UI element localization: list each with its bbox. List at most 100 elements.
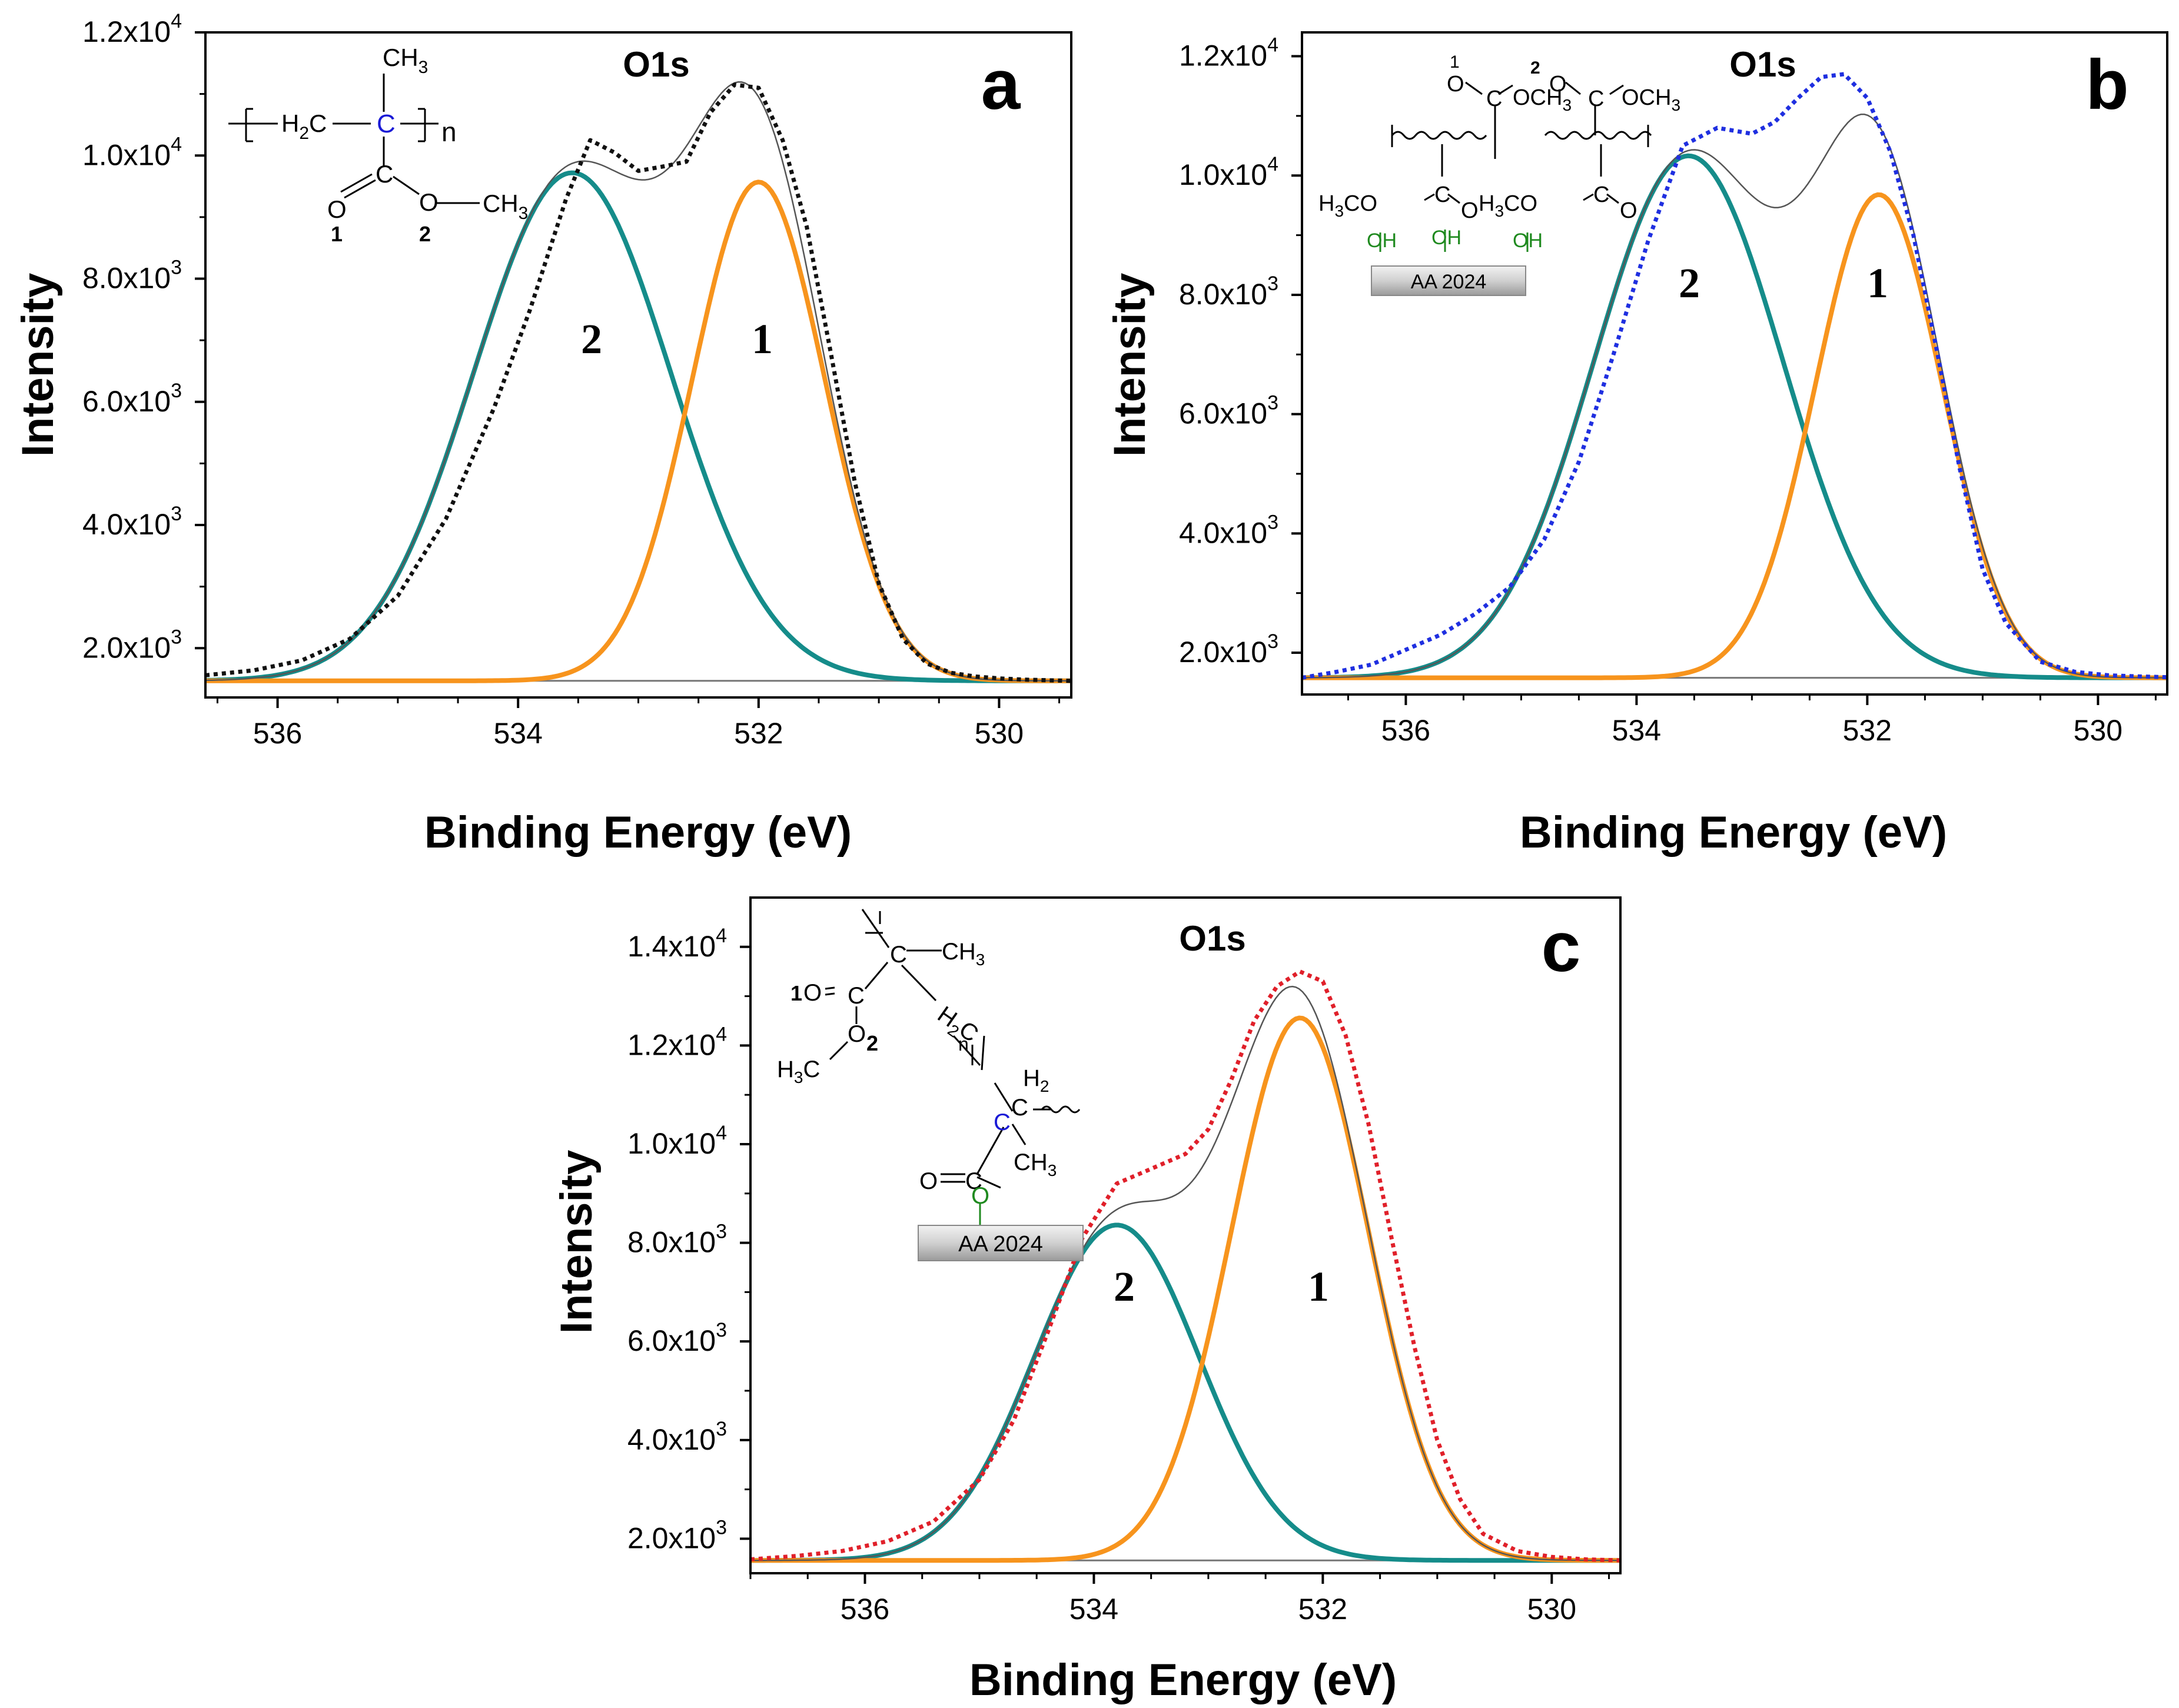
grafted-pmma-labels: 1 2 O C OCH3 O C OCH3 H3CO C O H3CO C O …: [1318, 52, 1680, 293]
y-tick-label: 4.0x103: [627, 1418, 727, 1456]
chem-ch3-top: CH3: [942, 939, 985, 969]
peak-1-curve: [205, 180, 1071, 683]
chart-title: O1s: [623, 45, 689, 84]
y-axis-title: Intensity: [552, 1150, 602, 1334]
y-tick-label: 1.0x104: [82, 133, 182, 171]
chem-h3c: H3C: [777, 1056, 820, 1086]
chem-h2-label: H2: [1023, 1065, 1049, 1095]
chem-o-3: O: [1461, 198, 1479, 223]
anchored-pmma-structure: [825, 909, 1081, 1225]
chem-o-4: O: [1620, 198, 1637, 223]
chem-n: n: [441, 117, 457, 147]
chem-o-2: O: [1549, 72, 1567, 97]
peak-2-curve: [205, 170, 1071, 683]
panel-a: 536 534 532 530 2.0x103 4.0x103 6.0x103 8.0x103…: [13, 10, 1072, 858]
chem-index-1: 1: [331, 222, 343, 246]
chem-h3co-2: H3CO: [1479, 191, 1537, 220]
y-tick-label: 8.0x103: [82, 257, 182, 295]
chem-index-2: 2: [419, 222, 431, 246]
experimental-curve: [750, 969, 1621, 1563]
peak-2-label: 2: [581, 315, 602, 363]
y-axis-title: Intensity: [1105, 273, 1155, 457]
chem-o-2: O: [848, 1021, 866, 1047]
chem-o-1: O: [1447, 72, 1464, 97]
chem-c-carbonyl: C: [965, 1168, 982, 1194]
plot-frame: [1301, 31, 2168, 696]
chem-c-top: C: [890, 942, 907, 968]
y-tick-label: 6.0x103: [1179, 392, 1278, 430]
peak-1-label: 1: [752, 315, 773, 363]
plot-frame: [204, 31, 1072, 699]
chem-ch3-side: CH3: [1014, 1149, 1057, 1179]
chem-ch3-top: CH3: [383, 44, 428, 77]
peak-1-label: 1: [1867, 260, 1888, 307]
pmma-structure: [228, 74, 480, 204]
y-axis-title: Intensity: [13, 273, 63, 457]
chem-index-1: 1: [1450, 52, 1460, 72]
panel-b: 536 534 532 530 2.0x103 4.0x103 6.0x103 8.0x103…: [1105, 31, 2168, 858]
x-tick-label: 534: [1069, 1593, 1118, 1626]
x-tick-label: 536: [841, 1593, 889, 1626]
x-tick-label: 530: [1527, 1593, 1576, 1626]
chem-o-anchor: O: [971, 1183, 989, 1209]
x-tick-label: 532: [1298, 1593, 1347, 1626]
chem-carbonyl-carbon: C: [376, 160, 393, 188]
x-axis-title: Binding Energy (eV): [969, 1655, 1397, 1705]
chem-c-1: C: [1486, 87, 1502, 111]
chem-oh-1: OH: [1367, 230, 1397, 252]
chem-ch3-ester: CH3: [483, 190, 528, 223]
panel-letter: b: [2085, 45, 2128, 124]
chart-title: O1s: [1179, 919, 1245, 958]
anchored-pmma-labels: C CH3 1 O C O 2 H3C H2C n H2 C C CH3 O C…: [777, 939, 1057, 1257]
chem-oh-2: OH: [1431, 227, 1461, 249]
panel-c: 536 534 532 530 2.0x103 4.0x103 6.0x103 8.0x103…: [552, 896, 1622, 1705]
y-tick-label: 6.0x103: [627, 1319, 727, 1357]
chem-o-carbonyl: O: [919, 1168, 938, 1194]
peak-1-curve: [750, 1015, 1620, 1563]
experimental-curve: [205, 82, 1072, 683]
y-tick-label: 1.2x104: [82, 10, 182, 48]
chem-index-2: 2: [866, 1031, 878, 1055]
x-tick-label: 530: [2074, 714, 2122, 747]
y-tick-label: 2.0x103: [1179, 630, 1278, 669]
chem-oxygen-2: O: [419, 188, 439, 216]
chem-h2c-chain: H2C: [931, 1001, 983, 1051]
grafted-pmma-structure: [1379, 81, 1652, 252]
chem-c-second: C: [1011, 1095, 1028, 1121]
chem-index-2: 2: [1530, 58, 1540, 78]
pmma-labels: CH3 H2C C n C O O CH3 1 2: [281, 44, 528, 246]
chem-center-carbon: C: [377, 109, 396, 138]
x-axis-title: Binding Energy (eV): [1520, 808, 1947, 858]
y-tick-label: 1.2x104: [1179, 34, 1278, 72]
y-tick-label: 4.0x103: [1179, 511, 1278, 549]
chem-oh-3: OH: [1513, 230, 1543, 252]
peak-2-curve: [750, 1222, 1620, 1563]
y-tick-label: 1.4x104: [627, 925, 727, 963]
aa2024-plate: [1371, 265, 1526, 296]
chem-n: n: [958, 1034, 969, 1055]
chem-c-3: C: [1434, 182, 1450, 207]
x-tick-label: 536: [1381, 714, 1430, 747]
chart-title: O1s: [1729, 45, 1796, 84]
y-tick-label: 6.0x103: [82, 380, 182, 418]
chem-och3-2: OCH3: [1622, 85, 1680, 114]
chem-c-ester: C: [848, 983, 865, 1009]
x-tick-label: 532: [1843, 714, 1892, 747]
y-tick-label: 2.0x103: [627, 1516, 727, 1554]
fit-envelope-curve: [1302, 114, 2167, 679]
experimental-curve: [1301, 72, 2168, 680]
plot-frame: [749, 896, 1622, 1574]
chem-och3-1: OCH3: [1513, 85, 1572, 114]
x-axis-title: Binding Energy (eV): [424, 808, 852, 858]
aa2024-label: AA 2024: [1411, 271, 1487, 293]
x-tick-label: 534: [1612, 714, 1661, 747]
y-tick-label: 1.0x104: [1179, 153, 1278, 191]
chem-oxygen-1: O: [327, 195, 347, 223]
peak-1-label: 1: [1308, 1263, 1329, 1310]
aa2024-label: AA 2024: [958, 1232, 1043, 1257]
x-tick-label: 532: [734, 717, 783, 750]
peak-2-label: 2: [1679, 260, 1700, 307]
aa2024-plate: [918, 1225, 1084, 1261]
chem-h3co-1: H3CO: [1318, 191, 1377, 220]
